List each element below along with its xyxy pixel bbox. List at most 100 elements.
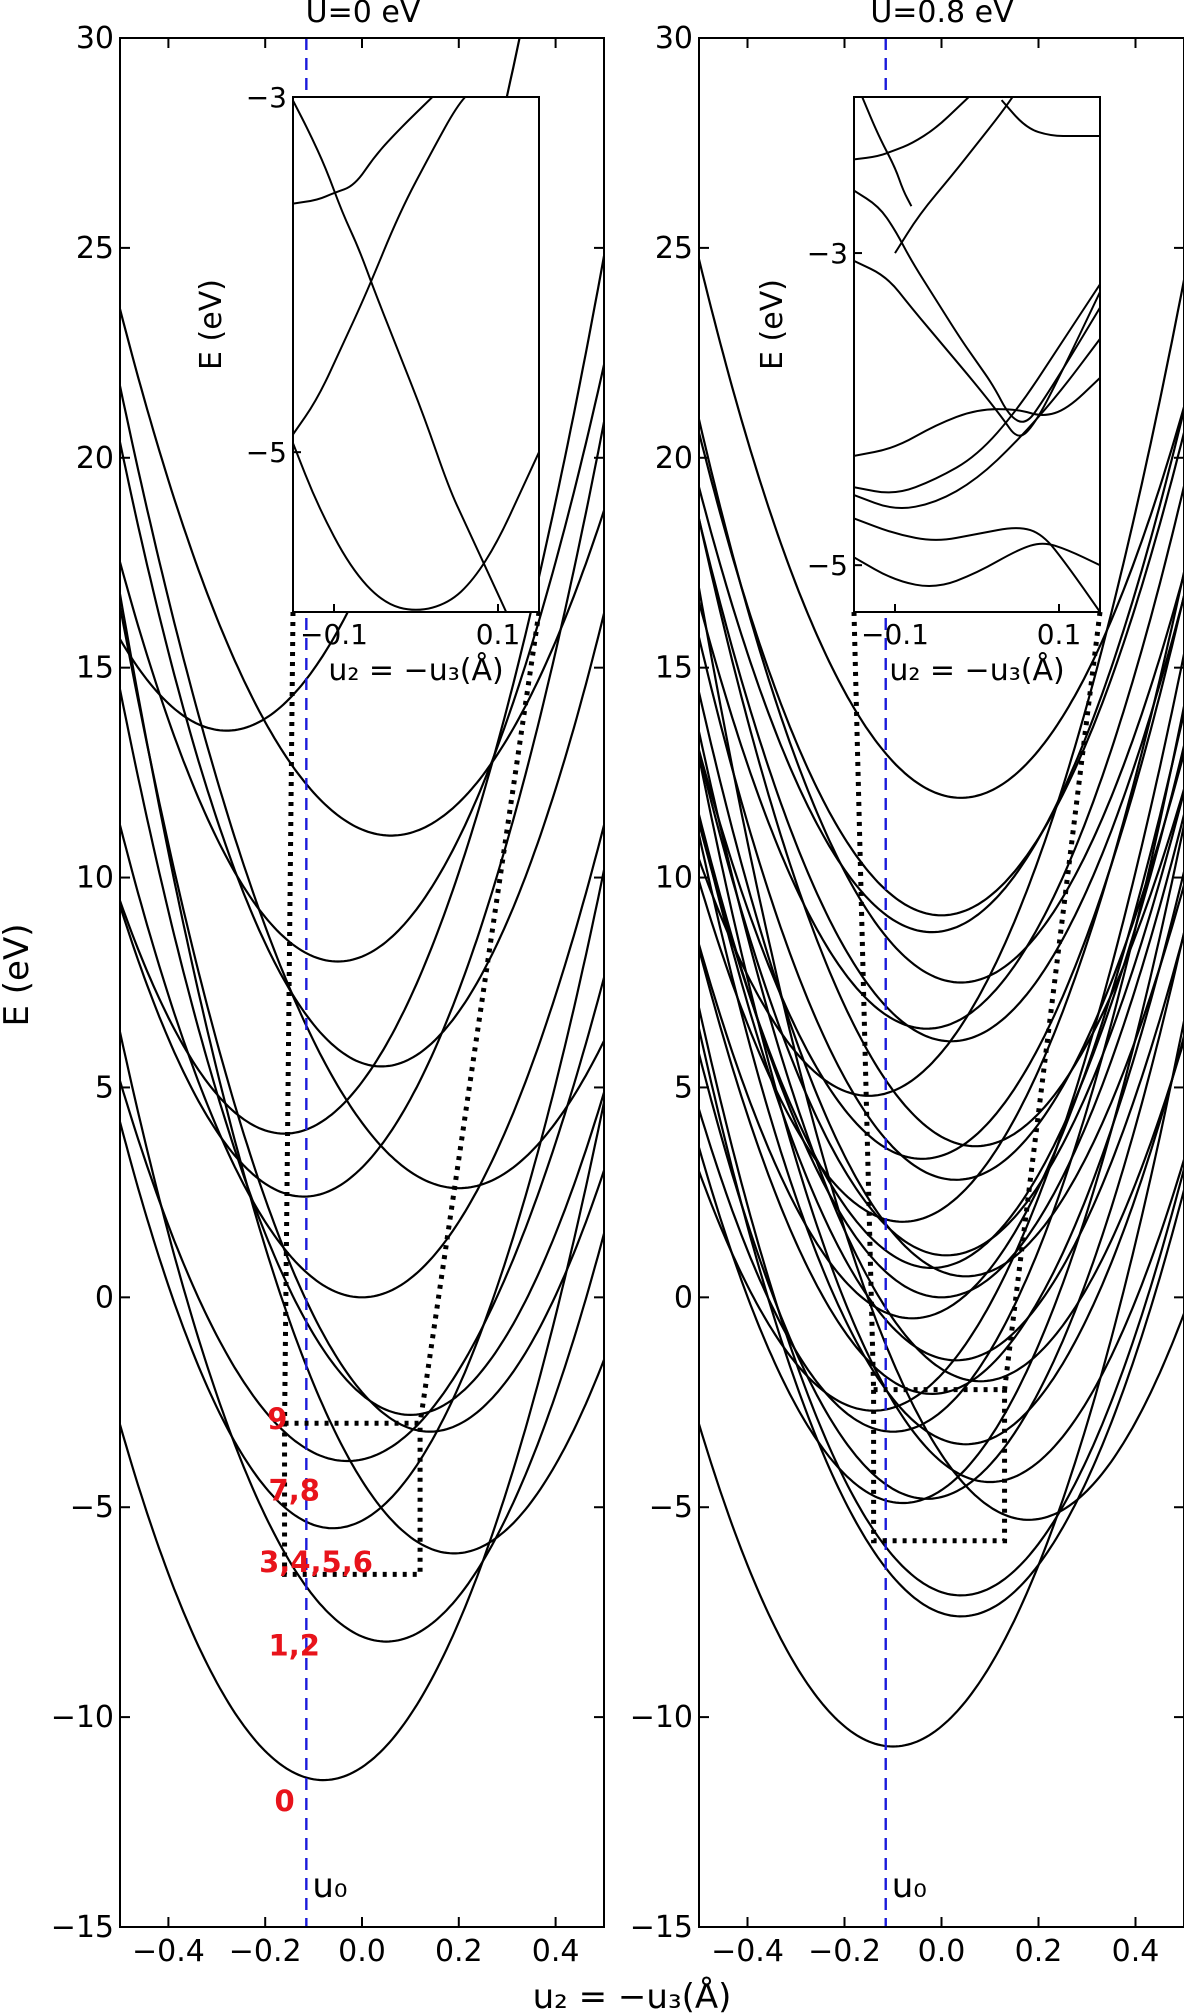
panel-left-ytick-label-0: −15	[51, 1910, 114, 1945]
panel-right-axes: −15 −10 −5 0 5 10 15 20 25 30 −0.4 −0.2 0.0 0.2 0.4	[630, 21, 1184, 1969]
panel-right-curve-20	[699, 595, 1184, 1160]
panel-left-axes: −15 −10 −5 0 5 10 15 20 25 30 −0.4 −0.2 0.0 0.2 0.4	[51, 21, 605, 1969]
panel-right-curve-1	[699, 1028, 1184, 1618]
panel-left-inset-frame	[292, 96, 540, 613]
panel-right-curve-23	[699, 518, 1184, 1043]
panel-right-inset-curve-2	[854, 338, 1100, 509]
panel-left-title: U=0 eV	[306, 0, 421, 30]
panel-right-inset-curve-3	[854, 283, 1100, 494]
panel-left-ytick-label-3: 0	[95, 1280, 114, 1315]
panel-right-inset-curve-8	[861, 97, 913, 207]
panel-right-ytick-label-6: 15	[655, 651, 693, 686]
panel-right-curve-28	[699, 258, 1184, 799]
panel-right-inset-background	[854, 97, 1100, 612]
panel-left-curve-5	[120, 977, 604, 1463]
panel-right-overlay: u₀	[851, 38, 1103, 1927]
panel-right-inset-curve-4	[854, 377, 1100, 457]
panel-left-curve-10	[120, 255, 604, 1135]
panel-right-xtick-label-3: 0.2	[1015, 1934, 1063, 1969]
panel-right-zoom-connector-left	[851, 611, 877, 1390]
panel-right-inset-ytick-label-1: −5	[807, 549, 848, 582]
panel-right-curve-7	[699, 834, 1184, 1446]
panel-right-xtick-label-2: 0.0	[918, 1934, 966, 1969]
panel-right-curve-3	[699, 587, 1184, 1521]
panel-left-ytick-label-9: 30	[76, 21, 114, 56]
panel-left-inset-curve-3	[293, 97, 467, 435]
panel-left-state-label-2: 3,4,5,6	[259, 1545, 373, 1579]
panel-right-curve-9	[699, 653, 1184, 1412]
panel-left-curve-13	[120, 308, 604, 837]
panel-left-ytick-label-5: 10	[76, 861, 114, 896]
panel-right-curve-19	[699, 637, 1184, 1181]
panel-left-inset-curve-0	[293, 442, 539, 611]
panel-left-inset-ytick-label-0: −3	[246, 81, 287, 114]
panel-left-zoom-connector-right	[417, 611, 542, 1424]
panel-right-inset-ytick-label-0: −3	[807, 237, 848, 270]
panel-left-u0-label: u₀	[312, 1866, 347, 1906]
panel-right-ytick-label-9: 30	[655, 21, 693, 56]
panel-left-curves	[120, 38, 604, 1782]
panel-right-curve-26	[699, 409, 1184, 934]
panel-left-overlay: u₀	[282, 38, 542, 1927]
panel-right-curve-0	[699, 1020, 1184, 1748]
panel-right-inset-xtick-label-1: 0.1	[1037, 618, 1082, 651]
panel-left-state-label-4: 9	[267, 1402, 287, 1436]
panel-left-ytick-label-6: 15	[76, 651, 114, 686]
panel-left-curve-3	[120, 869, 604, 1530]
panel-right-ytick-label-8: 25	[655, 231, 693, 266]
panel-left-inset-background	[293, 97, 539, 612]
panel-left-state-label-1: 1,2	[269, 1629, 320, 1663]
panel-right-ytick-label-7: 20	[655, 441, 693, 476]
panel-left-curve-1	[120, 1031, 604, 1643]
panel-left-inset-xtick-label-0: −0.1	[300, 618, 368, 651]
panel-right-curve-8	[699, 706, 1184, 1433]
panel-left-curve-4	[120, 606, 604, 1433]
panel-left-state-label-0: 0	[274, 1784, 294, 1818]
panel-right-ytick-label-5: 10	[655, 861, 693, 896]
panel-left-xtick-label-3: 0.2	[435, 1934, 483, 1969]
panel-right-inset-curve-6	[854, 189, 1100, 423]
panel-left-xtick-label-0: −0.4	[132, 1934, 205, 1969]
panel-left-curve-6	[120, 689, 604, 1417]
panel-left-xtick-label-1: −0.2	[229, 1934, 302, 1969]
panel-left-curve-9	[120, 385, 604, 1190]
panel-right-ytick-label-2: −5	[649, 1490, 693, 1525]
panel-left-inset-curve-2	[293, 97, 434, 205]
panel-left-curve-12	[120, 364, 604, 963]
panel-right-curve-16	[699, 745, 1184, 1269]
panel-left-inset-ytick-label-1: −5	[246, 436, 287, 469]
panel-left-inset-curves	[293, 97, 539, 612]
panel-right-curve-5	[699, 932, 1184, 1500]
panel-left-curve-7	[120, 824, 604, 1299]
panel-right-xtick-label-1: −0.2	[808, 1934, 881, 1969]
panel-left-ytick-label-1: −10	[51, 1700, 114, 1735]
panel-left-curve-0	[120, 1102, 604, 1782]
panel-right-curve-22	[699, 279, 1184, 1097]
panel-left-inset-ylabel: E (eV)	[194, 279, 229, 370]
panel-right-u0-label: u₀	[892, 1866, 927, 1906]
panel-right-curve-12	[699, 817, 1184, 1362]
panel-left-zoom-box	[282, 1420, 423, 1577]
panel-right-inset-curves	[854, 97, 1100, 612]
panel-left-ytick-label-7: 20	[76, 441, 114, 476]
panel-left-xtick-label-4: 0.4	[532, 1934, 580, 1969]
panel-right-curve-4	[699, 824, 1184, 1505]
panel-left-inset-xlabel: u₂ = −u₃(Å)	[328, 652, 503, 688]
panel-right-curve-13	[699, 712, 1184, 1320]
panel-right-ytick-label-3: 0	[674, 1280, 693, 1315]
panel-right: U=0.8 eV u₀ −15 −10 −5 0 5 10 15 20 25 30 −0.4 −0.2…	[630, 0, 1184, 1969]
panel-left-ytick-label-2: −5	[70, 1490, 114, 1525]
panel-left-xtick-label-2: 0.0	[338, 1934, 386, 1969]
panel-right-ytick-label-0: −15	[630, 1910, 693, 1945]
panel-left-zoom-connector-left	[282, 611, 296, 1424]
panel-left-ytick-label-8: 25	[76, 231, 114, 266]
panel-left-state-label-3: 7,8	[269, 1473, 320, 1507]
panel-left-curve-2	[120, 593, 604, 1555]
panel-right-curve-25	[699, 419, 1184, 984]
panel-right-inset-xlabel: u₂ = −u₃(Å)	[889, 652, 1064, 688]
panel-right-curve-14	[699, 814, 1184, 1299]
panel-left-inset: −3 −5 −0.1 0.1 E (eV) u₂ = −u₃(Å)	[194, 81, 540, 688]
panel-right-inset-curve-1	[854, 517, 1100, 612]
panel-left-ytick-label-4: 5	[95, 1070, 114, 1105]
